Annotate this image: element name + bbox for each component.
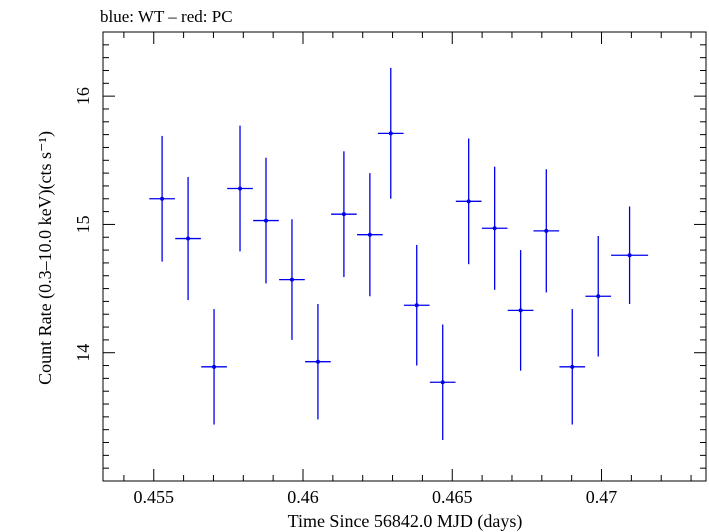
data-point: [559, 309, 586, 425]
data-point: [331, 151, 357, 278]
data-point: [201, 309, 227, 425]
data-point: [227, 125, 253, 252]
y-axis: 14 15 16: [73, 31, 706, 482]
x-axis-label: Time Since 56842.0 MJD (days): [288, 511, 523, 532]
y-tick-label: 14: [73, 344, 93, 362]
data-point: [507, 250, 534, 371]
x-tick-label: 0.46: [287, 487, 319, 507]
data-point: [533, 169, 560, 293]
data-marker: [315, 359, 320, 364]
x-tick-label: 0.455: [133, 487, 174, 507]
data-marker: [570, 364, 575, 369]
plot-frame: [102, 31, 707, 482]
data-point: [305, 303, 331, 420]
data-point: [455, 138, 482, 265]
y-tick-label: 15: [73, 215, 93, 233]
x-axis: 0.455 0.46 0.465 0.47: [123, 32, 692, 507]
data-marker: [544, 228, 549, 233]
data-marker: [289, 277, 294, 282]
data-marker: [492, 226, 497, 231]
data-point: [149, 135, 175, 262]
data-marker: [518, 308, 523, 313]
x-tick-label: 0.47: [586, 487, 618, 507]
legend-note: blue: WT – red: PC: [100, 7, 233, 26]
y-tick-label: 16: [73, 87, 93, 105]
data-point: [429, 324, 456, 440]
data-marker: [263, 218, 268, 223]
data-point: [611, 206, 649, 304]
data-marker: [596, 294, 601, 299]
data-marker: [414, 303, 419, 308]
data-marker: [160, 196, 165, 201]
data-marker: [238, 186, 243, 191]
data-point: [279, 219, 305, 340]
plot-border: [102, 31, 707, 482]
data-marker: [440, 380, 445, 385]
data-marker: [367, 232, 372, 237]
data-point: [403, 244, 430, 366]
x-tick-label: 0.465: [432, 487, 473, 507]
data-point: [253, 157, 279, 284]
data-marker: [388, 131, 393, 136]
data-point: [377, 67, 404, 199]
data-marker: [212, 364, 217, 369]
data-marker: [341, 212, 346, 217]
data-marker: [627, 253, 632, 258]
data-point: [175, 176, 201, 301]
data-point: [357, 173, 383, 297]
data-point: [585, 235, 612, 357]
data-point: [481, 166, 508, 290]
data-points: [149, 67, 649, 440]
y-axis-label: Count Rate (0.3–10.0 keV)(cts s⁻¹): [35, 131, 56, 385]
data-marker: [186, 236, 191, 241]
data-marker: [466, 199, 471, 204]
